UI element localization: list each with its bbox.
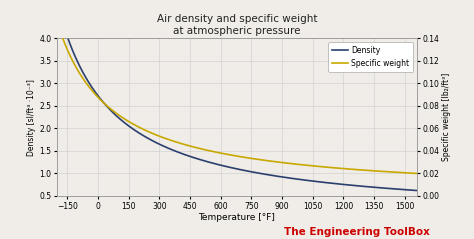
- Text: The Engineering ToolBox: The Engineering ToolBox: [284, 227, 430, 237]
- Line: Specific weight: Specific weight: [62, 36, 417, 174]
- Density: [222, 165, 228, 168]
- Specific weight: [339, 167, 345, 170]
- Specific weight: [404, 171, 410, 174]
- Y-axis label: Specific weight [lb₂/ft³]: Specific weight [lb₂/ft³]: [442, 73, 451, 161]
- Specific weight: [59, 35, 65, 38]
- Density: [59, 18, 65, 21]
- Y-axis label: Density [sl/ft³ ·10⁻³]: Density [sl/ft³ ·10⁻³]: [27, 79, 36, 156]
- Density: [404, 188, 410, 191]
- Line: Density: Density: [62, 20, 417, 190]
- Title: Air density and specific weight
at atmospheric pressure: Air density and specific weight at atmos…: [157, 15, 317, 36]
- Legend: Density, Specific weight: Density, Specific weight: [328, 42, 413, 71]
- Specific weight: [404, 171, 410, 174]
- Density: [339, 183, 345, 186]
- Specific weight: [232, 154, 237, 157]
- Density: [414, 189, 420, 192]
- Density: [232, 167, 237, 170]
- Specific weight: [77, 73, 83, 76]
- Density: [404, 188, 410, 191]
- X-axis label: Temperature [°F]: Temperature [°F]: [199, 213, 275, 222]
- Specific weight: [414, 172, 420, 175]
- Specific weight: [222, 152, 228, 155]
- Density: [77, 66, 83, 69]
